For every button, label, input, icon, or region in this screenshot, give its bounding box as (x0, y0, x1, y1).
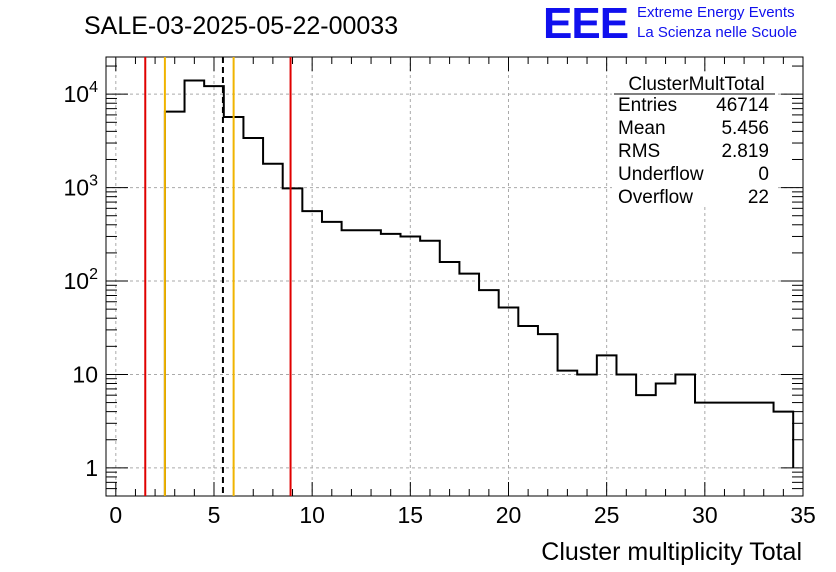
stats-box-background (612, 73, 777, 206)
logo-line-1: Extreme Energy Events (637, 4, 795, 21)
x-tick-label: 10 (299, 502, 325, 528)
stats-row-value: 46714 (716, 95, 769, 116)
x-tick-label: 25 (594, 502, 620, 528)
histogram-series (163, 79, 795, 496)
y-tick-label: 10 (72, 361, 98, 387)
stats-row-value: 5.456 (721, 118, 769, 139)
y-tick-label: 1 (85, 455, 98, 481)
stats-row-value: 0 (758, 164, 769, 185)
x-tick-label: 35 (790, 502, 816, 528)
stats-box-title: ClusterMultTotal (628, 74, 764, 95)
y-tick-label: 103 (64, 173, 99, 201)
stats-row-value: 2.819 (721, 141, 769, 162)
x-axis-label: Cluster multiplicity Total (541, 538, 802, 566)
stats-row-label: Entries (618, 95, 677, 116)
stats-row-label: Overflow (618, 187, 693, 208)
stats-row-label: RMS (618, 141, 660, 162)
y-tick-label: 102 (64, 266, 99, 294)
x-tick-label: 30 (692, 502, 718, 528)
chart-title: SALE-03-2025-05-22-00033 (84, 12, 398, 40)
stats-row-label: Underflow (618, 164, 704, 185)
y-tick-label: 104 (64, 79, 99, 107)
x-tick-label: 20 (496, 502, 522, 528)
plot-frame (105, 56, 804, 497)
stats-row-label: Mean (618, 118, 666, 139)
x-tick-label: 5 (208, 502, 221, 528)
logo-line-2: La Scienza nelle Scuole (637, 24, 798, 41)
stats-row-value: 22 (748, 187, 769, 208)
x-tick-label: 15 (398, 502, 424, 528)
eee-logo-mark: EEE (543, 0, 629, 48)
x-tick-label: 0 (109, 502, 122, 528)
